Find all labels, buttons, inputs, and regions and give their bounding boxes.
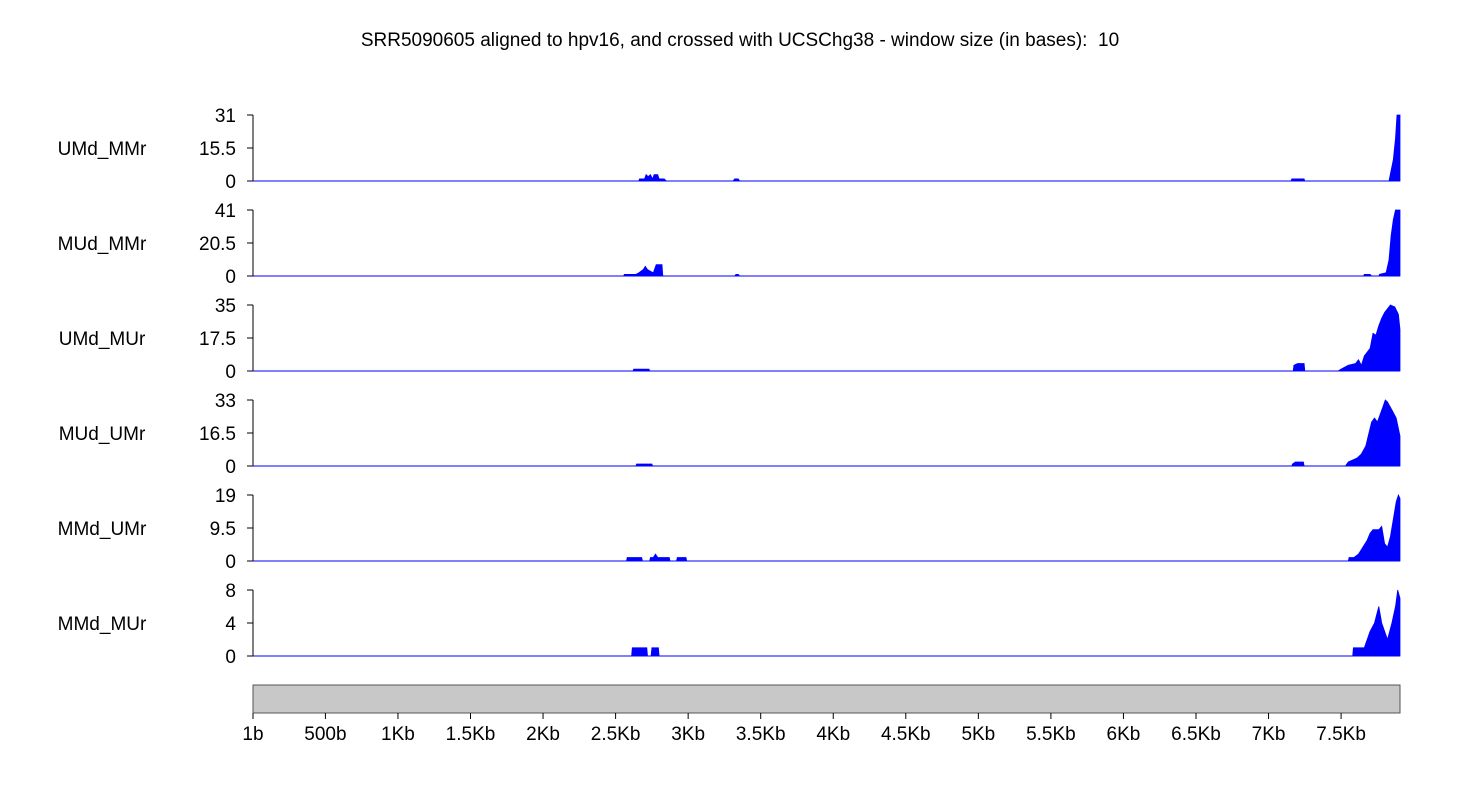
x-tick-label: 2.5Kb	[591, 724, 641, 745]
y-tick-label: 33	[215, 391, 236, 412]
x-tick-label: 5.5Kb	[1026, 724, 1076, 745]
x-tick-label: 7.5Kb	[1316, 724, 1366, 745]
x-tick-label: 1.5Kb	[446, 724, 496, 745]
y-tick-label: 0	[225, 647, 236, 668]
y-tick-label: 0	[225, 362, 236, 383]
track-mmd_umr: MMd_UMr 19 9.5 0	[58, 486, 1401, 573]
track-mmd_mur: MMd_MUr 8 4 0	[58, 581, 1401, 668]
coverage-area	[253, 209, 1401, 277]
x-tick-label: 4Kb	[816, 724, 850, 745]
y-tick-label: 19	[215, 486, 236, 507]
x-tick-label: 4.5Kb	[881, 724, 931, 745]
y-tick-label: 41	[215, 201, 236, 222]
track-umd_mur: UMd_MUr 35 17.5 0	[59, 296, 1401, 383]
track-label: UMd_MMr	[58, 139, 147, 160]
track-mud_mmr: MUd_MMr 41 20.5 0	[58, 201, 1401, 288]
genome-axis: 1b 500b 1Kb 1.5Kb 2Kb 2.5Kb 3Kb 3.5Kb 4Kb 4.5Kb 5K…	[242, 684, 1401, 745]
track-mud_umr: MUd_UMr 33 16.5 0	[59, 391, 1401, 478]
y-tick-label: 0	[225, 552, 236, 573]
y-tick-label: 20.5	[199, 234, 236, 255]
y-tick-label: 4	[225, 614, 236, 635]
x-tick-label: 6Kb	[1107, 724, 1141, 745]
coverage-area	[253, 589, 1401, 657]
y-tick-label: 8	[225, 581, 236, 602]
y-tick-label: 0	[225, 172, 236, 193]
x-tick-label: 5Kb	[961, 724, 995, 745]
track-label: UMd_MUr	[59, 329, 146, 350]
coverage-tracks: UMd_MMr 31 15.5 0 MUd_MMr 41 20.5 0 UMd_MUr 35 17.…	[58, 106, 1401, 668]
x-tick-label: 1b	[242, 724, 263, 745]
x-tick-label: 3.5Kb	[736, 724, 786, 745]
y-tick-label: 17.5	[199, 329, 236, 350]
y-tick-label: 0	[225, 457, 236, 478]
x-tick-label: 2Kb	[526, 724, 560, 745]
y-tick-label: 35	[215, 296, 236, 317]
chart-title: SRR5090605 aligned to hpv16, and crossed…	[360, 30, 1120, 51]
coverage-area	[253, 114, 1401, 182]
x-tick-label: 3Kb	[671, 724, 705, 745]
x-tick-label: 6.5Kb	[1171, 724, 1221, 745]
track-label: MMd_MUr	[58, 614, 147, 635]
y-tick-label: 16.5	[199, 424, 236, 445]
track-label: MUd_UMr	[59, 424, 146, 445]
coverage-area	[253, 399, 1401, 467]
y-tick-label: 15.5	[199, 139, 236, 160]
track-label: MMd_UMr	[58, 519, 147, 540]
coverage-area	[253, 493, 1401, 562]
x-tick-label: 500b	[304, 724, 346, 745]
x-tick-label: 7Kb	[1252, 724, 1286, 745]
y-tick-label: 31	[215, 106, 236, 127]
y-tick-label: 0	[225, 267, 236, 288]
genome-bar	[252, 684, 1401, 714]
y-tick-label: 9.5	[210, 519, 236, 540]
track-umd_mmr: UMd_MMr 31 15.5 0	[58, 106, 1401, 193]
coverage-area	[253, 304, 1401, 372]
x-tick-label: 1Kb	[381, 724, 415, 745]
track-label: MUd_MMr	[58, 234, 147, 255]
